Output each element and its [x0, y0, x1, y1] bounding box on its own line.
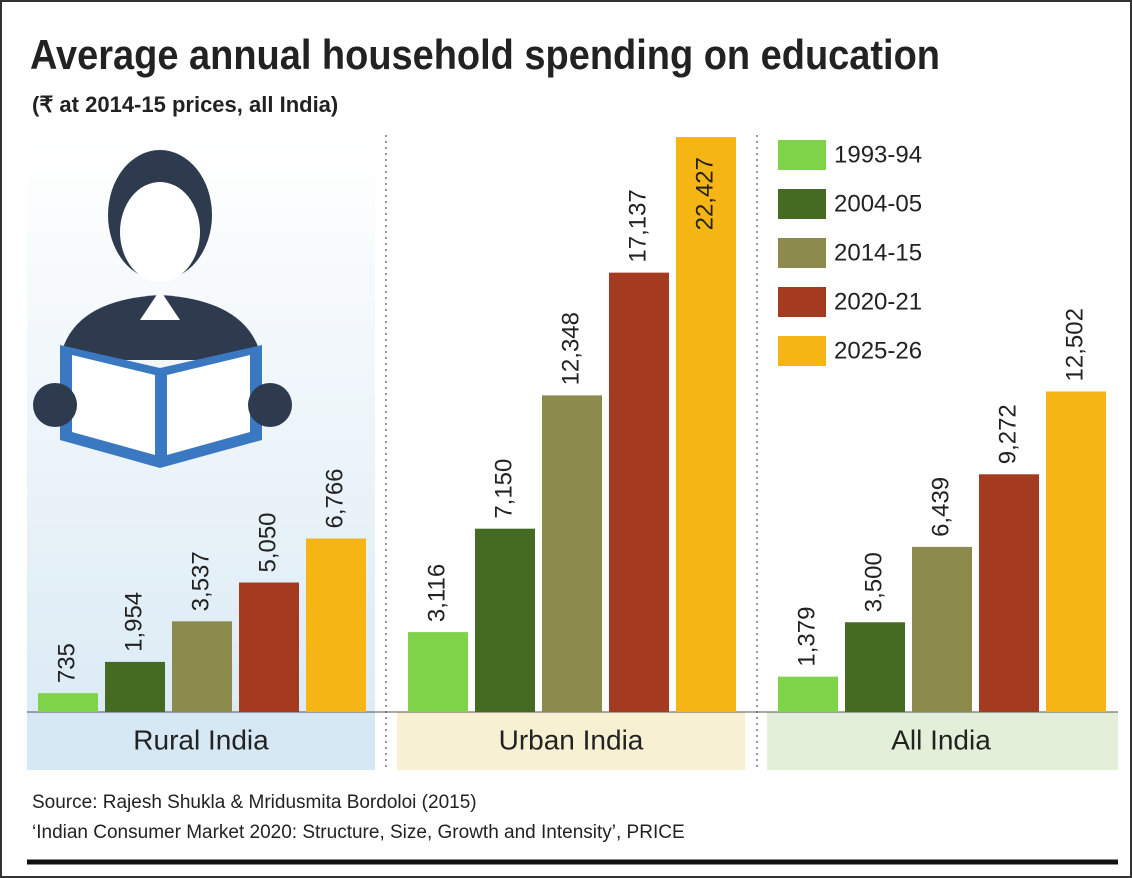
- legend-label: 2014-15: [834, 239, 922, 266]
- value-label: 22,427: [691, 157, 718, 230]
- bar: [609, 272, 669, 712]
- legend-label: 1993-94: [834, 141, 922, 168]
- value-label: 3,116: [423, 564, 450, 622]
- value-label: 1,379: [793, 607, 820, 667]
- legend-swatch: [778, 189, 826, 219]
- bar: [475, 528, 535, 712]
- chart-subtitle: (₹ at 2014-15 prices, all India): [32, 92, 338, 117]
- reader-icon: [33, 150, 292, 468]
- bar: [912, 546, 972, 712]
- x-tick-label: Urban India: [499, 724, 644, 755]
- bar: [778, 676, 838, 712]
- legend-swatch: [778, 287, 826, 317]
- bar: [979, 474, 1039, 712]
- panel-band: [767, 712, 1118, 770]
- value-label: 5,050: [254, 512, 281, 572]
- bar: [239, 582, 299, 712]
- panel-band: [27, 712, 375, 770]
- value-label: 6,439: [927, 477, 954, 537]
- value-label: 12,502: [1061, 308, 1088, 381]
- source-line: ‘Indian Consumer Market 2020: Structure,…: [32, 822, 685, 843]
- bar: [542, 395, 602, 712]
- bar: [38, 693, 98, 712]
- chart-title: Average annual household spending on edu…: [30, 31, 940, 78]
- bar: [408, 632, 468, 712]
- legend-label: 2004-05: [834, 190, 922, 217]
- legend-label: 2025-26: [834, 337, 922, 364]
- source-line: Source: Rajesh Shukla & Mridusmita Bordo…: [32, 792, 477, 813]
- bar: [172, 621, 232, 712]
- value-label: 3,537: [187, 551, 214, 611]
- bar: [105, 661, 165, 712]
- bar: [1046, 391, 1106, 712]
- bar: [676, 137, 736, 712]
- panel-band: [397, 712, 745, 770]
- value-label: 735: [53, 643, 80, 683]
- value-label: 9,272: [994, 404, 1021, 464]
- value-label: 3,500: [860, 552, 887, 612]
- value-label: 12,348: [557, 312, 584, 385]
- bar: [845, 622, 905, 712]
- legend-swatch: [778, 140, 826, 170]
- legend-swatch: [778, 336, 826, 366]
- value-label: 17,137: [624, 189, 651, 262]
- legend-label: 2020-21: [834, 288, 922, 315]
- legend-swatch: [778, 238, 826, 268]
- x-tick-label: All India: [891, 724, 991, 755]
- x-tick-label: Rural India: [133, 724, 269, 755]
- value-label: 7,150: [490, 459, 517, 519]
- value-label: 6,766: [321, 468, 348, 528]
- value-label: 1,954: [120, 592, 147, 652]
- bar: [306, 538, 366, 712]
